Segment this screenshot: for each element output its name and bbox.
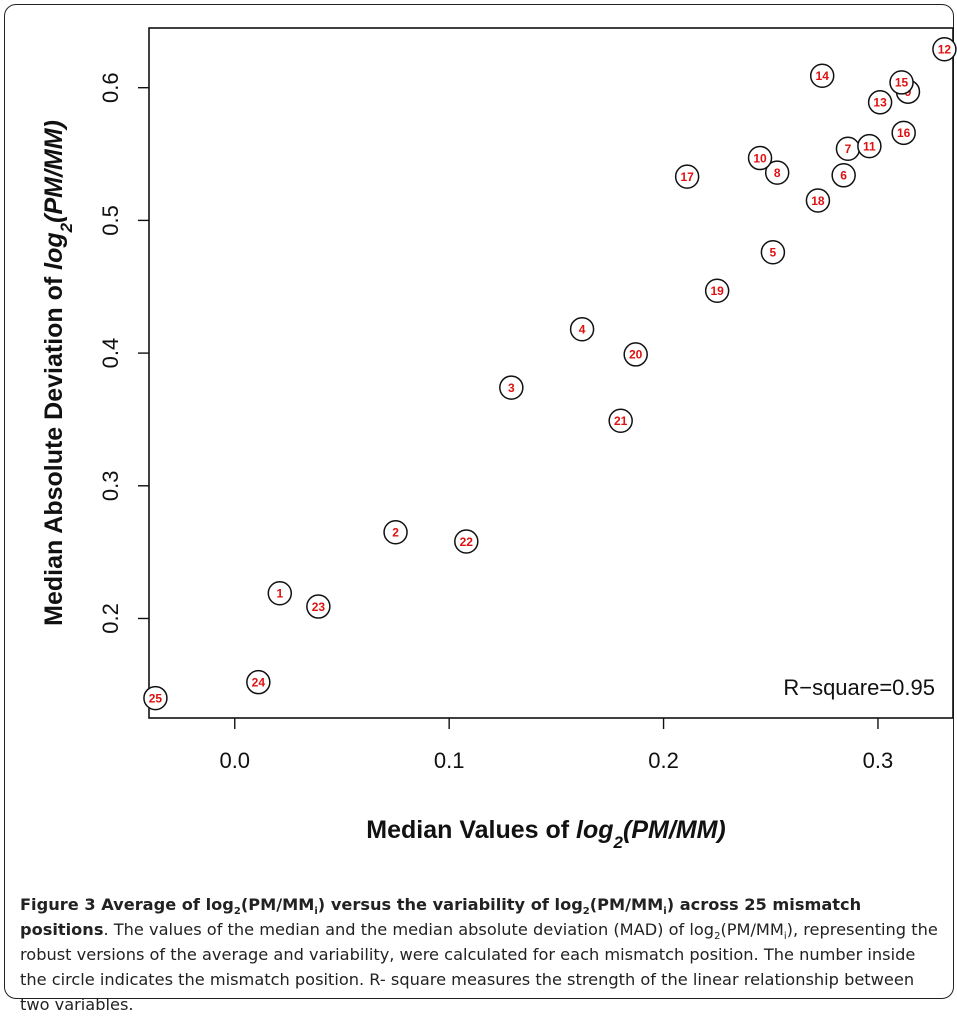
point-marker bbox=[569, 316, 595, 342]
x-axis-title: Median Values of log2(PM/MM) bbox=[366, 816, 726, 852]
scatter-point: 17 bbox=[674, 164, 700, 189]
y-tick-label: 0.2 bbox=[98, 603, 123, 634]
y-axis-title: Median Absolute Deviation of log2(PM/MM) bbox=[40, 120, 76, 626]
point-marker bbox=[383, 519, 408, 545]
point-marker bbox=[306, 594, 331, 619]
point-marker bbox=[805, 188, 831, 213]
caption-body: . The values of the median and the media… bbox=[20, 920, 938, 1014]
y-tick-label: 0.3 bbox=[98, 470, 123, 501]
x-tick-label: 0.2 bbox=[648, 748, 679, 773]
point-marker bbox=[889, 70, 914, 95]
scatter-point: 5 bbox=[760, 240, 786, 265]
point-marker bbox=[867, 90, 893, 115]
caption-title: Figure 3 Average of log2(PM/MMi) versus … bbox=[20, 895, 862, 939]
scatter-point: 13 bbox=[867, 90, 893, 115]
scatter-point: 2 bbox=[383, 519, 408, 545]
point-marker bbox=[809, 63, 835, 89]
scatter-point: 22 bbox=[454, 529, 479, 554]
x-axis: 0.0 0.1 0.2 0.3 bbox=[219, 718, 893, 773]
scatter-point: 24 bbox=[246, 669, 271, 695]
r-square-annotation: R−square=0.95 bbox=[783, 675, 935, 700]
scatter-point: 16 bbox=[891, 120, 916, 146]
point-marker bbox=[932, 36, 957, 62]
point-label: 14 bbox=[816, 69, 830, 83]
point-label: 20 bbox=[629, 348, 643, 362]
point-marker bbox=[747, 145, 773, 171]
scatter-point: 10 bbox=[747, 145, 773, 171]
point-label: 15 bbox=[895, 76, 909, 90]
x-tick-label: 0.0 bbox=[219, 748, 250, 773]
point-marker bbox=[267, 581, 293, 606]
point-label: 11 bbox=[863, 139, 876, 153]
point-marker bbox=[499, 375, 524, 400]
point-marker bbox=[143, 685, 168, 711]
point-marker bbox=[857, 133, 882, 159]
data-points: 1234567891011121314151617181920212223242… bbox=[143, 36, 957, 711]
scatter-chart: 0.00.10.20.3 0.20.30.40.50.6 12345678910… bbox=[40, 27, 957, 852]
point-marker bbox=[764, 160, 790, 185]
scatter-point: 25 bbox=[143, 685, 168, 711]
y-axis: 0.2 0.3 0.4 0.5 0.6 bbox=[98, 72, 149, 634]
point-label: 19 bbox=[710, 284, 724, 298]
y-tick-label: 0.6 bbox=[98, 72, 123, 103]
scatter-point: 8 bbox=[764, 160, 790, 185]
point-label: 6 bbox=[840, 169, 847, 183]
point-label: 16 bbox=[897, 126, 911, 140]
point-marker bbox=[246, 669, 271, 695]
point-label: 21 bbox=[614, 414, 628, 428]
scatter-point: 11 bbox=[857, 133, 882, 159]
point-label: 1 bbox=[276, 587, 283, 601]
point-label: 17 bbox=[680, 170, 694, 184]
scatter-point: 23 bbox=[306, 594, 331, 619]
figure-caption: Figure 3 Average of log2(PM/MMi) versus … bbox=[20, 892, 945, 1017]
scatter-point: 21 bbox=[608, 408, 633, 434]
point-label: 22 bbox=[460, 535, 474, 549]
point-label: 8 bbox=[774, 166, 781, 180]
point-label: 25 bbox=[149, 691, 163, 705]
point-marker bbox=[704, 278, 730, 303]
point-label: 4 bbox=[579, 323, 586, 337]
point-marker bbox=[608, 408, 633, 434]
point-marker bbox=[831, 163, 856, 188]
scatter-point: 4 bbox=[569, 316, 595, 342]
point-marker bbox=[623, 342, 648, 367]
point-marker bbox=[454, 529, 479, 554]
point-label: 24 bbox=[252, 675, 266, 689]
scatter-point: 6 bbox=[831, 163, 856, 188]
scatter-point: 14 bbox=[809, 63, 835, 89]
scatter-point: 20 bbox=[623, 342, 648, 367]
point-label: 3 bbox=[508, 381, 515, 395]
point-label: 2 bbox=[392, 526, 399, 540]
scatter-point: 7 bbox=[835, 136, 861, 161]
y-tick-label: 0.5 bbox=[98, 205, 123, 236]
point-label: 13 bbox=[873, 96, 887, 110]
point-marker bbox=[760, 240, 786, 265]
point-label: 12 bbox=[938, 43, 952, 57]
point-label: 18 bbox=[811, 194, 825, 208]
x-tick-label: 0.3 bbox=[863, 748, 894, 773]
scatter-point: 3 bbox=[499, 375, 524, 400]
x-tick-label: 0.1 bbox=[434, 748, 465, 773]
scatter-point: 18 bbox=[805, 188, 831, 213]
point-label: 5 bbox=[770, 246, 777, 260]
scatter-point: 1 bbox=[267, 581, 293, 606]
scatter-point: 19 bbox=[704, 278, 730, 303]
point-marker bbox=[674, 164, 700, 189]
point-label: 7 bbox=[845, 142, 852, 156]
point-label: 10 bbox=[753, 151, 767, 165]
point-marker bbox=[891, 120, 916, 146]
plot-area bbox=[148, 27, 954, 719]
scatter-point: 15 bbox=[889, 70, 914, 95]
scatter-point: 12 bbox=[932, 36, 957, 62]
y-tick-label: 0.4 bbox=[98, 338, 123, 369]
point-label: 23 bbox=[312, 600, 326, 614]
